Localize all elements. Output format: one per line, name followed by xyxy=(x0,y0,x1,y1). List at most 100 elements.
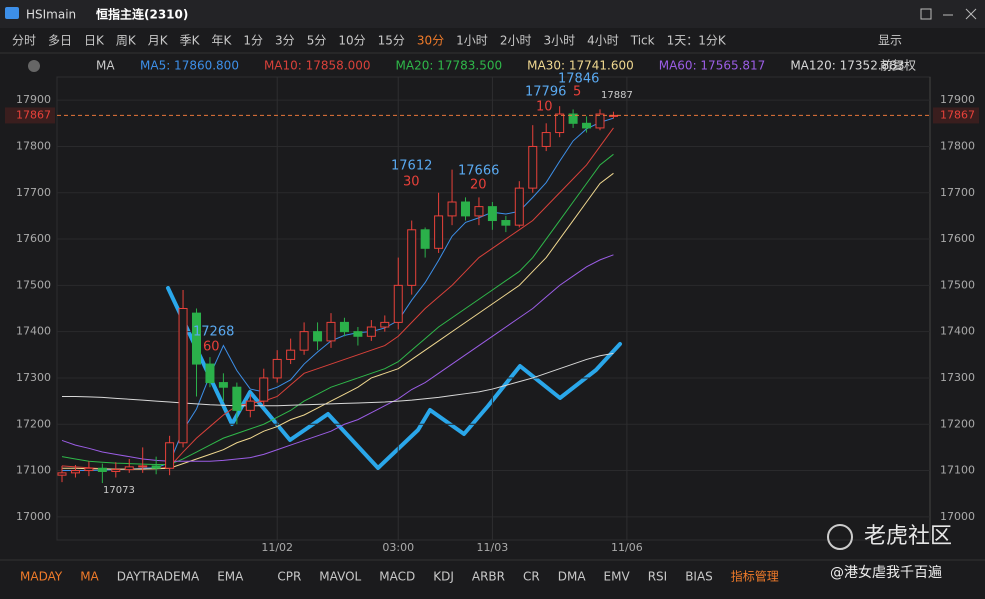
title-bar xyxy=(0,0,985,28)
candle-body xyxy=(514,187,524,226)
candle-body xyxy=(299,331,309,351)
annotation: 17666 xyxy=(458,164,499,179)
candle-body xyxy=(380,321,390,328)
period-button[interactable]: 季K xyxy=(180,34,201,48)
period-button[interactable]: 年K xyxy=(212,34,233,48)
candle-body xyxy=(84,467,94,472)
indicator-tab[interactable]: CR xyxy=(523,570,540,584)
period-button[interactable]: 分时 xyxy=(12,34,36,48)
indicator-tab[interactable]: CPR xyxy=(277,570,301,584)
candle-body xyxy=(205,363,215,384)
legend-entry: MA10: 17858.000 xyxy=(264,59,371,73)
x-tick-label: 11/03 xyxy=(477,541,509,554)
period-button[interactable]: 2小时 xyxy=(500,34,532,48)
period-button[interactable]: 日K xyxy=(84,34,105,48)
display-menu[interactable]: 显示 xyxy=(878,34,902,48)
indicator-tab[interactable]: EMA xyxy=(217,570,244,584)
current-price-label: 17867 xyxy=(940,108,975,121)
credit: @港女虐我千百遍 xyxy=(830,564,942,581)
indicator-tab[interactable]: RSI xyxy=(648,570,668,584)
period-button[interactable]: 周K xyxy=(116,34,137,48)
collapse-button[interactable] xyxy=(28,60,40,72)
candle-body xyxy=(151,465,161,469)
candle-body xyxy=(595,113,605,129)
indicator-tab[interactable]: MADAY xyxy=(20,570,63,584)
candle-body xyxy=(501,220,511,226)
indicator-tab[interactable]: 指标管理 xyxy=(731,569,779,584)
hand-drawn-line xyxy=(166,286,622,470)
annotation: 5 xyxy=(573,85,581,100)
indicator-tab[interactable]: MA xyxy=(80,570,99,584)
candle-body xyxy=(474,206,484,217)
candle-body xyxy=(218,382,228,388)
legend-entry: MA5: 17860.800 xyxy=(140,59,239,73)
period-button[interactable]: Tick xyxy=(630,34,655,48)
candle-body xyxy=(366,326,376,337)
annotation: 17887 xyxy=(601,90,633,101)
period-button[interactable]: 1分 xyxy=(243,34,263,48)
candle-body xyxy=(555,113,565,134)
ma-line xyxy=(61,254,614,462)
candle-body xyxy=(568,113,578,124)
annotation: 10 xyxy=(536,100,553,115)
legend-entry: MA60: 17565.817 xyxy=(659,59,766,73)
ma-line xyxy=(62,352,614,407)
y-tick-label: 17000 xyxy=(16,510,51,523)
indicator-tab[interactable]: DAYTRADEMA xyxy=(117,570,200,584)
period-button[interactable]: 3分 xyxy=(275,34,295,48)
annotation: 17073 xyxy=(103,485,135,496)
candle-body xyxy=(582,122,592,129)
y-tick-label: 17400 xyxy=(16,325,51,338)
candle-body xyxy=(57,472,67,476)
annotation: 30 xyxy=(403,175,420,190)
candle-body xyxy=(407,229,417,286)
candle-body xyxy=(420,229,430,249)
candle-body xyxy=(178,308,188,444)
legend-entry: MA30: 17741.600 xyxy=(527,59,634,73)
period-button[interactable]: 30分 xyxy=(417,34,444,48)
candle-body xyxy=(487,206,497,222)
y-tick-label: 17400 xyxy=(940,325,975,338)
candle-body xyxy=(111,469,121,472)
period-button[interactable]: 4小时 xyxy=(587,34,619,48)
period-button[interactable]: 15分 xyxy=(378,34,405,48)
y-tick-label: 17600 xyxy=(16,232,51,245)
candle-body xyxy=(165,442,175,469)
annotation: 17268 xyxy=(193,325,234,340)
indicator-tab[interactable]: KDJ xyxy=(433,570,454,584)
period-button[interactable]: 10分 xyxy=(338,34,365,48)
indicator-tab[interactable]: DMA xyxy=(558,570,587,584)
period-button[interactable]: 1天：1分K xyxy=(667,34,727,48)
price-tag xyxy=(933,107,979,124)
candle-body xyxy=(232,386,242,411)
adjust-mode[interactable]: 前复权 xyxy=(880,58,916,73)
annotation: 20 xyxy=(470,178,487,193)
indicator-tab[interactable]: MACD xyxy=(379,570,415,584)
y-tick-label: 17700 xyxy=(16,186,51,199)
window-controls[interactable] xyxy=(920,8,977,20)
y-tick-label: 17200 xyxy=(940,417,975,430)
y-tick-label: 17600 xyxy=(940,232,975,245)
indicator-tab[interactable]: MAVOL xyxy=(319,570,361,584)
period-button[interactable]: 5分 xyxy=(307,34,327,48)
candle-body xyxy=(434,215,444,249)
y-tick-label: 17200 xyxy=(16,417,51,430)
period-button[interactable]: 1小时 xyxy=(456,34,488,48)
candle-body xyxy=(393,284,403,323)
watermark: 老虎社区 xyxy=(864,524,952,549)
watermark-logo xyxy=(827,524,853,550)
ma-line xyxy=(62,172,614,470)
period-button[interactable]: 多日 xyxy=(48,34,72,48)
indicator-tab[interactable]: BIAS xyxy=(685,570,713,584)
candle-body xyxy=(138,465,148,468)
period-button[interactable]: 3小时 xyxy=(543,34,575,48)
y-tick-label: 17900 xyxy=(16,93,51,106)
indicator-tab[interactable]: ARBR xyxy=(472,570,505,584)
annotation: 17612 xyxy=(391,159,432,174)
x-tick-label: 03:00 xyxy=(382,541,414,554)
indicator-tab[interactable]: EMV xyxy=(604,570,631,584)
period-button[interactable]: 月K xyxy=(148,34,169,48)
candle-body xyxy=(97,467,107,472)
x-tick-label: 11/06 xyxy=(611,541,643,554)
